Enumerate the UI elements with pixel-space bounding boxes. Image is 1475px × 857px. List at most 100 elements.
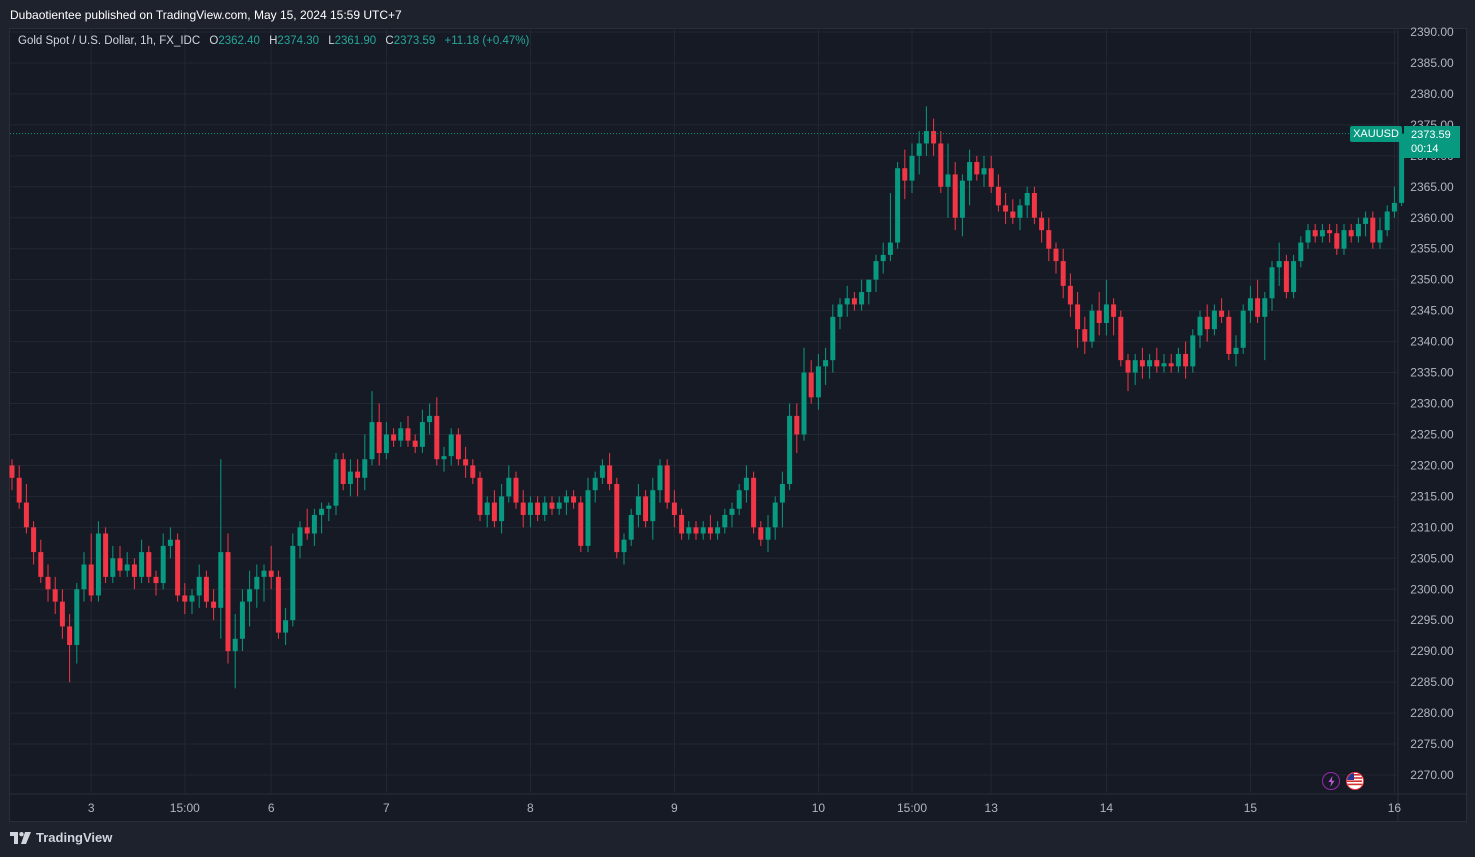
candle [995,174,1001,212]
candle-body [211,601,217,608]
candle-body [52,589,58,602]
candle-body [1247,298,1253,311]
candle [1017,199,1023,231]
candle [542,496,548,522]
instrument-title[interactable]: Gold Spot / U.S. Dollar, 1h, FX_IDC [18,35,201,47]
candle-body [1118,316,1124,361]
candle-body [499,496,505,522]
candle [1089,304,1095,348]
candle [124,552,130,577]
candle-body [1391,202,1397,212]
candle [398,422,404,447]
candle-body [607,465,613,484]
candle [225,533,231,664]
candle [196,564,202,608]
candle [707,514,713,540]
candle [499,483,505,534]
candle [1147,353,1153,379]
low-label: L [328,35,335,47]
candle-body [304,527,310,534]
candle-body [1226,316,1232,354]
candle-body [592,477,598,491]
candle-body [160,545,166,584]
candle-body [830,316,836,361]
candle-body [362,459,368,478]
candle-body [585,490,591,546]
price-axis[interactable]: 2390.002385.002380.002375.002370.002365.… [1397,25,1454,821]
candle [247,570,253,627]
y-tick-label: 2290.00 [1410,644,1454,658]
candle-body [542,502,548,515]
lightning-icon[interactable] [1322,772,1340,790]
candle-body [117,558,123,571]
candle [1211,304,1217,336]
candle-body [419,422,425,447]
candle [1096,292,1102,336]
candle [1247,285,1253,324]
candle-body [722,514,728,528]
candle-body [398,428,404,441]
candle-body [239,601,245,639]
x-tick-label: 15 [1244,801,1258,815]
x-tick-label: 16 [1388,801,1402,815]
candle [362,434,368,491]
candle [67,614,73,683]
candle-body [427,415,433,423]
candle [146,545,152,584]
candle-body [1233,347,1239,354]
candle [1391,186,1397,218]
candle-body [74,589,80,645]
candle-body [571,496,577,503]
candle [477,471,483,522]
candle [189,589,195,615]
candle-body [369,422,375,460]
candle-body [967,162,973,181]
candle [1363,211,1369,237]
candle [1341,223,1347,255]
candle-body [938,143,944,187]
candle-body [866,279,872,293]
us-flag-icon[interactable] [1346,772,1364,790]
time-axis[interactable]: 3 15:00 6 7 8 9 10 15:00 13 14 15 16 [10,793,1466,815]
candle-body [175,539,181,596]
chart-pane[interactable] [9,28,1467,822]
candle [405,415,411,447]
candle [283,607,289,645]
candle-body [196,576,202,596]
candle [664,459,670,509]
candle-body [974,162,980,175]
candle [779,471,785,528]
candle-body [981,168,987,175]
candle [1240,304,1246,354]
candle-body [153,576,159,584]
x-tick-label: 15:00 [897,801,927,815]
candle-body [751,477,757,528]
candle [117,545,123,577]
candle [880,242,886,274]
candle [239,589,245,652]
tradingview-logo[interactable]: TradingView [10,830,112,845]
candle [571,490,577,509]
candle-body [1075,304,1081,330]
candle [844,285,850,317]
candle [743,465,749,503]
candle-body [1125,360,1131,373]
y-tick-label: 2345.00 [1410,304,1454,318]
candle [455,428,461,466]
grid [10,29,1397,793]
candle [419,409,425,454]
y-tick-label: 2355.00 [1410,242,1454,256]
candle-body [376,422,382,454]
candle-body [1147,360,1153,367]
candle-body [520,502,526,515]
candle [290,533,296,627]
candle-body [815,366,821,398]
candle [549,496,555,515]
candle [830,304,836,373]
x-tick-label: 8 [527,801,534,815]
candle-body [743,477,749,491]
candle-body [1341,230,1347,249]
candle [1348,223,1354,243]
candle [448,428,454,466]
